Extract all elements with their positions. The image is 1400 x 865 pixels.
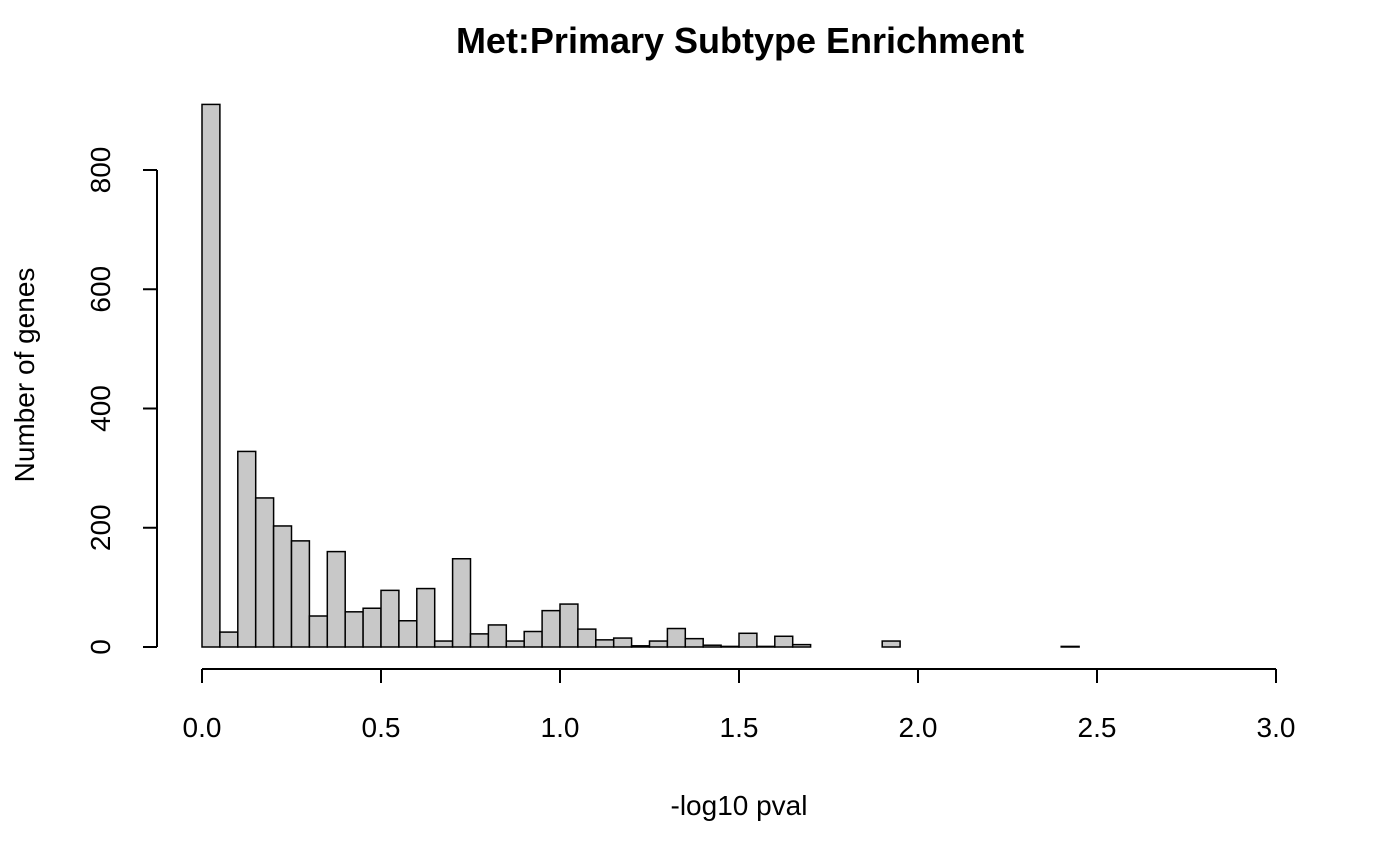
histogram-bar <box>523 630 543 648</box>
histogram-bar <box>774 635 794 648</box>
x-axis-label: -log10 pval <box>671 790 808 821</box>
histogram-bar <box>398 620 418 648</box>
histogram-bar <box>362 607 382 648</box>
histogram-bar <box>738 632 758 648</box>
x-tick-label: 0.5 <box>362 712 401 743</box>
histogram-bar <box>881 640 901 648</box>
x-tick-label: 0.0 <box>183 712 222 743</box>
histogram-bar <box>469 633 490 648</box>
histogram-bar <box>416 587 436 648</box>
bars-group <box>201 103 1080 648</box>
y-ticks: 0 200 400 600 800 <box>85 147 157 655</box>
histogram-bar <box>541 609 561 648</box>
histogram-bar <box>433 640 454 648</box>
histogram-bar <box>702 644 722 648</box>
y-tick-label: 200 <box>85 504 116 551</box>
histogram-bar <box>684 637 704 648</box>
histogram-bar <box>290 540 311 648</box>
chart-title: Met:Primary Subtype Enrichment <box>456 20 1024 61</box>
histogram-bar <box>648 640 669 648</box>
histogram-bar <box>720 645 740 648</box>
x-tick-label: 3.0 <box>1257 712 1296 743</box>
histogram-bar <box>577 628 597 648</box>
histogram-bar <box>451 558 472 648</box>
y-tick-label: 800 <box>85 147 116 194</box>
histogram-bar <box>666 627 687 648</box>
histogram-bar <box>326 550 346 648</box>
y-tick-label: 600 <box>85 266 116 313</box>
histogram-bar <box>344 611 364 648</box>
histogram-bar <box>219 631 239 648</box>
x-ticks: 0.0 0.5 1.0 1.5 2.0 2.5 3.0 <box>183 669 1296 743</box>
histogram-bar <box>559 603 579 648</box>
histogram-bar <box>380 589 400 648</box>
y-tick-label: 400 <box>85 385 116 432</box>
x-tick-label: 2.5 <box>1078 712 1117 743</box>
histogram-bar <box>308 615 329 648</box>
y-axis-label: Number of genes <box>9 268 40 483</box>
x-tick-label: 1.5 <box>720 712 759 743</box>
x-tick-label: 1.0 <box>541 712 580 743</box>
histogram-bar <box>505 640 525 648</box>
histogram-bar <box>272 525 293 648</box>
histogram-bar <box>201 103 221 648</box>
histogram-bar <box>595 639 615 648</box>
y-axis: 0 200 400 600 800 <box>85 147 158 655</box>
x-axis: 0.0 0.5 1.0 1.5 2.0 2.5 3.0 <box>183 668 1296 743</box>
histogram-bar <box>630 645 651 648</box>
histogram-bar <box>1060 645 1080 648</box>
x-tick-label: 2.0 <box>899 712 938 743</box>
histogram-bar <box>756 645 776 648</box>
histogram-bar <box>254 497 275 648</box>
histogram-bar <box>791 643 812 648</box>
histogram-bar <box>237 450 257 648</box>
y-tick-label: 0 <box>85 639 116 655</box>
histogram-bar <box>612 637 633 648</box>
histogram-bar <box>487 624 508 648</box>
